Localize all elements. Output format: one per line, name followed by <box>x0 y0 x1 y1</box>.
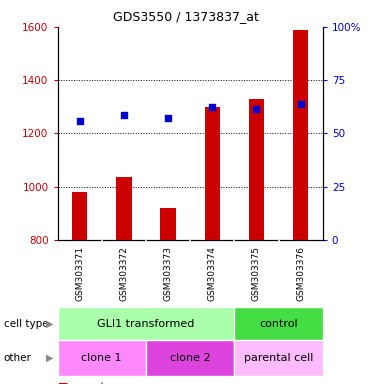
Point <box>209 104 215 110</box>
Bar <box>72 192 87 240</box>
Point <box>121 112 127 118</box>
Text: clone 1: clone 1 <box>82 353 122 363</box>
Point <box>298 101 303 107</box>
Text: GLI1 transformed: GLI1 transformed <box>97 318 195 329</box>
Text: control: control <box>259 318 298 329</box>
Bar <box>234 340 323 376</box>
Text: GSM303375: GSM303375 <box>252 246 261 301</box>
Text: ■: ■ <box>58 382 68 384</box>
Text: GDS3550 / 1373837_at: GDS3550 / 1373837_at <box>112 10 259 23</box>
Text: GSM303372: GSM303372 <box>119 246 128 301</box>
Point <box>253 106 259 113</box>
Text: ▶: ▶ <box>46 318 54 329</box>
Bar <box>58 307 234 340</box>
Bar <box>116 177 132 240</box>
Text: clone 2: clone 2 <box>170 353 210 363</box>
Bar <box>204 107 220 240</box>
Text: other: other <box>4 353 32 363</box>
Point <box>77 118 83 124</box>
Text: count: count <box>78 382 105 384</box>
Bar <box>160 208 176 240</box>
Bar <box>293 30 308 240</box>
Text: parental cell: parental cell <box>244 353 313 363</box>
Text: GSM303373: GSM303373 <box>164 246 173 301</box>
Text: GSM303371: GSM303371 <box>75 246 84 301</box>
Bar <box>249 99 264 240</box>
Text: ▶: ▶ <box>46 353 54 363</box>
Text: GSM303376: GSM303376 <box>296 246 305 301</box>
Bar <box>146 340 234 376</box>
Bar <box>234 307 323 340</box>
Text: GSM303374: GSM303374 <box>208 246 217 301</box>
Text: cell type: cell type <box>4 318 48 329</box>
Point <box>165 115 171 121</box>
Bar <box>58 340 146 376</box>
